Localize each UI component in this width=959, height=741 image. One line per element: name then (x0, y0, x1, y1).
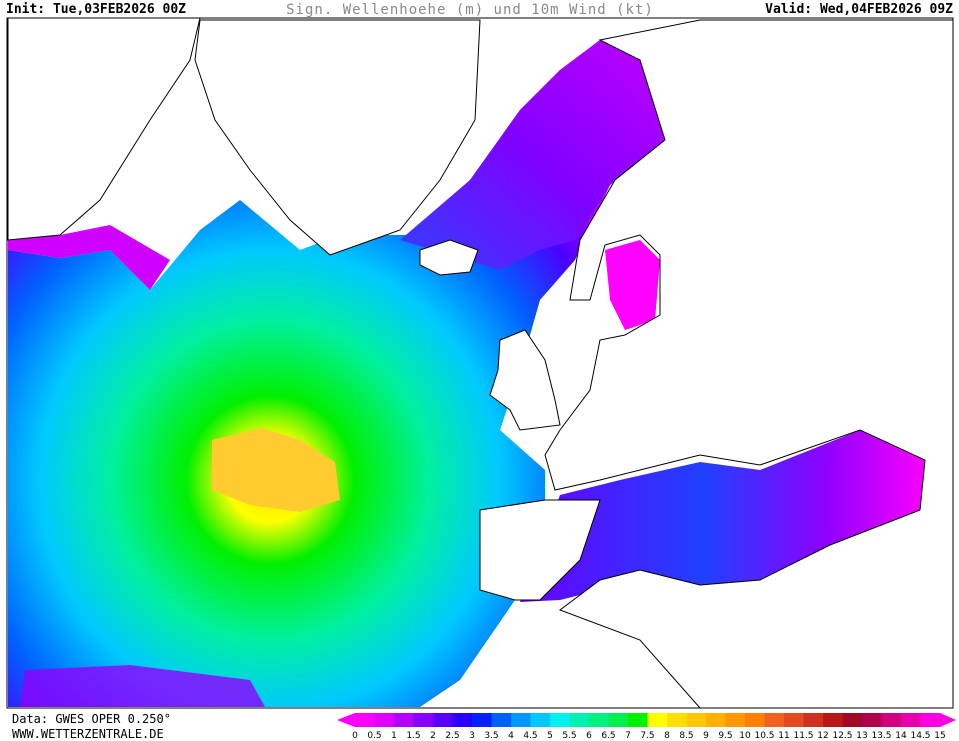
europe-africa (544, 19, 954, 709)
colorbar-label: 12.5 (832, 731, 852, 741)
colorbar-bin (355, 713, 375, 727)
colorbar-bin (628, 713, 648, 727)
colorbar-label: 11 (778, 731, 789, 741)
colorbar-label: 7 (625, 731, 631, 741)
colorbar-bin (413, 713, 434, 727)
colorbar-bin (374, 713, 395, 727)
colorbar-bin (901, 713, 921, 727)
colorbar-label: 13.5 (871, 731, 891, 741)
colorbar-label: 4.5 (523, 731, 537, 741)
colorbar-bin (472, 713, 492, 727)
colorbar-bin (784, 713, 804, 727)
colorbar-bin (706, 713, 726, 727)
colorbar-label: 0 (352, 731, 358, 741)
colorbar-bin (511, 713, 531, 727)
colorbar-bin (686, 713, 707, 727)
colorbar-label: 5 (547, 731, 553, 741)
colorbar-bin (862, 713, 882, 727)
colorbar-label: 4 (508, 731, 514, 741)
map-title: Sign. Wellenhoehe (m) und 10m Wind (kt) (286, 2, 654, 18)
data-source: Data: GWES OPER 0.250° (12, 712, 171, 726)
ocean-south-low (20, 665, 265, 707)
colorbar-bin (647, 713, 668, 727)
ocean-baltic (605, 240, 660, 330)
colorbar-bin (920, 713, 941, 727)
colorbar-label: 12 (817, 731, 828, 741)
colorbar-arrow-low (337, 713, 355, 727)
iceland (419, 239, 479, 276)
valid-time: Valid: Wed,04FEB2026 09Z (765, 2, 953, 17)
colorbar-bin (433, 713, 453, 727)
colorbar-label: 9 (703, 731, 709, 741)
colorbar-label: 11.5 (793, 731, 813, 741)
colorbar-bin (608, 713, 629, 727)
colorbar-bin (452, 713, 473, 727)
colorbar-bin (803, 713, 824, 727)
colorbar-bin (842, 713, 863, 727)
ocean-norwegian-sea (400, 40, 665, 270)
init-time: Init: Tue,03FEB2026 00Z (6, 2, 186, 17)
colorbar-bin (881, 713, 902, 727)
colorbar: 0 0.5 1 1.5 2 2.5 3 3.5 4 4.5 5 5.5 6 6.5 7 7.5 8 8.5 9 9.5… (337, 713, 956, 741)
colorbar-label: 10 (739, 731, 751, 741)
colorbar-bin (823, 713, 843, 727)
colorbar-bin (550, 713, 570, 727)
colorbar-label: 8.5 (679, 731, 693, 741)
colorbar-bin (394, 713, 414, 727)
colorbar-label: 1.5 (406, 731, 420, 741)
colorbar-bin (589, 713, 609, 727)
colorbar-label: 3.5 (484, 731, 498, 741)
colorbar-label: 1 (391, 731, 397, 741)
colorbar-label: 9.5 (718, 731, 732, 741)
colorbar-bin (745, 713, 765, 727)
colorbar-label: 15 (934, 731, 945, 741)
colorbar-label: 10.5 (754, 731, 774, 741)
colorbar-bin (491, 713, 512, 727)
ocean-labrador (8, 225, 170, 290)
colorbar-label: 6 (586, 731, 592, 741)
colorbar-label: 5.5 (562, 731, 576, 741)
colorbar-label: 2.5 (445, 731, 459, 741)
colorbar-label: 8 (664, 731, 670, 741)
colorbar-label: 2 (430, 731, 436, 741)
colorbar-bin (667, 713, 687, 727)
wave-maximum (212, 428, 340, 512)
britain-ireland (489, 329, 561, 431)
colorbar-bin (725, 713, 746, 727)
colorbar-label: 13 (856, 731, 867, 741)
iberia (479, 499, 601, 601)
colorbar-label: 0.5 (367, 731, 381, 741)
colorbar-bin (569, 713, 590, 727)
colorbar-label: 14 (895, 731, 907, 741)
map (6, 17, 954, 709)
colorbar-label: 7.5 (640, 731, 654, 741)
canada (7, 17, 201, 241)
ocean-mediterranean (520, 430, 930, 602)
greenland (194, 19, 481, 256)
colorbar-arrow-high (940, 713, 956, 727)
colorbar-label: 14.5 (910, 731, 930, 741)
colorbar-label: 3 (469, 731, 475, 741)
website: WWW.WETTERZENTRALE.DE (12, 727, 164, 741)
colorbar-bin (530, 713, 551, 727)
colorbar-label: 6.5 (601, 731, 615, 741)
colorbar-bin (764, 713, 785, 727)
